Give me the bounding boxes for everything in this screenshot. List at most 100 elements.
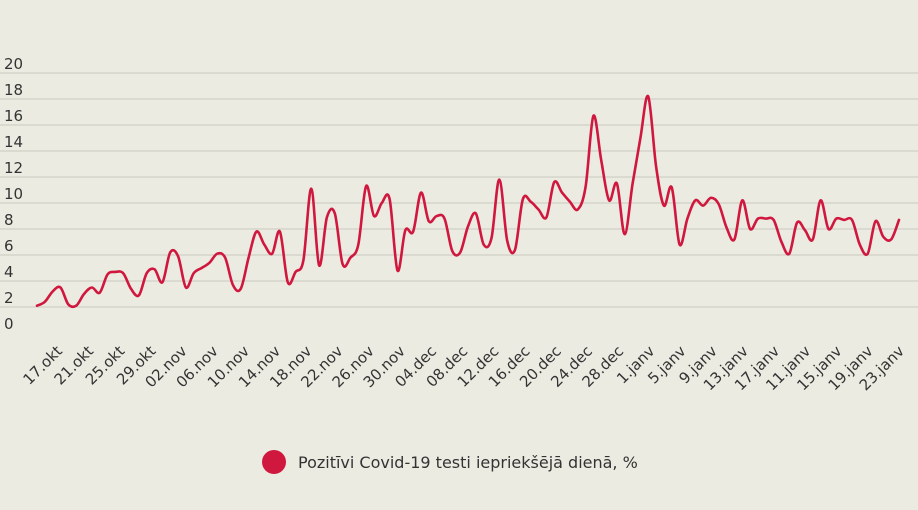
data-point xyxy=(223,256,227,260)
data-point xyxy=(873,219,877,223)
data-point xyxy=(654,165,658,169)
data-point xyxy=(301,258,305,262)
data-point xyxy=(646,94,650,98)
series-layer xyxy=(35,94,901,309)
data-point xyxy=(145,271,149,275)
data-point xyxy=(576,208,580,212)
data-point xyxy=(215,252,219,256)
y-tick-label: 4 xyxy=(4,263,14,281)
y-tick-label: 2 xyxy=(4,289,14,307)
data-point xyxy=(51,289,55,293)
y-tick-label: 8 xyxy=(4,211,14,229)
data-point xyxy=(544,215,548,219)
data-point xyxy=(254,230,258,234)
data-point xyxy=(693,198,697,202)
data-point xyxy=(286,280,290,284)
data-point xyxy=(294,270,298,274)
y-tick-label: 0 xyxy=(4,315,14,333)
data-point xyxy=(419,191,423,195)
data-point xyxy=(599,158,603,162)
data-point xyxy=(66,302,70,306)
x-axis-ticks: 17.okt21.okt25.okt29.okt02.nov06.nov10.n… xyxy=(19,342,907,394)
data-point xyxy=(615,182,619,186)
data-point xyxy=(740,198,744,202)
legend-circle-marker-icon xyxy=(262,450,286,474)
data-point xyxy=(513,248,517,252)
data-point xyxy=(458,250,462,254)
data-point xyxy=(106,273,110,277)
data-point xyxy=(584,185,588,189)
data-point xyxy=(889,237,893,241)
data-point xyxy=(717,202,721,206)
data-point xyxy=(129,287,133,291)
data-point xyxy=(858,243,862,247)
data-point xyxy=(59,286,63,290)
data-point xyxy=(372,214,376,218)
y-tick-label: 18 xyxy=(4,81,23,99)
data-point xyxy=(866,252,870,256)
data-point xyxy=(153,267,157,271)
data-point xyxy=(247,256,251,260)
y-tick-label: 6 xyxy=(4,237,14,255)
data-point xyxy=(631,182,635,186)
data-point xyxy=(490,236,494,240)
data-point xyxy=(450,249,454,253)
data-point xyxy=(262,243,266,247)
data-point xyxy=(772,218,776,222)
data-point xyxy=(121,271,125,275)
data-point xyxy=(74,304,78,308)
grid-lines xyxy=(0,72,918,308)
data-point xyxy=(638,136,642,140)
data-point xyxy=(623,232,627,236)
data-point xyxy=(341,262,345,266)
data-point xyxy=(239,287,243,291)
data-point xyxy=(811,237,815,241)
data-point xyxy=(497,178,501,182)
data-point xyxy=(897,218,901,222)
data-point xyxy=(826,227,830,231)
data-point xyxy=(505,239,509,243)
data-point xyxy=(725,226,729,230)
data-point xyxy=(591,114,595,118)
data-point xyxy=(395,269,399,273)
data-point xyxy=(442,217,446,221)
data-point xyxy=(474,211,478,215)
data-point xyxy=(529,200,533,204)
data-point xyxy=(200,266,204,270)
legend-label: Pozitīvi Covid-19 testi iepriekšējā dien… xyxy=(298,452,638,472)
data-point xyxy=(834,217,838,221)
y-tick-label: 12 xyxy=(4,159,23,177)
data-point xyxy=(466,224,470,228)
data-point xyxy=(662,204,666,208)
data-point xyxy=(278,230,282,234)
data-point xyxy=(317,263,321,267)
data-point xyxy=(270,252,274,256)
data-point xyxy=(552,180,556,184)
data-point xyxy=(90,286,94,290)
data-point xyxy=(748,227,752,231)
data-point xyxy=(388,197,392,201)
legend: Pozitīvi Covid-19 testi iepriekšējā dien… xyxy=(262,450,638,474)
data-point xyxy=(348,256,352,260)
data-point xyxy=(701,204,705,208)
data-point xyxy=(850,218,854,222)
y-tick-label: 10 xyxy=(4,185,23,203)
data-point xyxy=(560,191,564,195)
data-point xyxy=(356,243,360,247)
data-point xyxy=(380,201,384,205)
data-point xyxy=(842,218,846,222)
data-point xyxy=(881,235,885,239)
data-point xyxy=(803,228,807,232)
data-point xyxy=(756,217,760,221)
y-axis-ticks: 0 2 4 6 8 10 12 14 16 18 20 xyxy=(4,55,23,333)
y-tick-label: 20 xyxy=(4,55,23,73)
data-point xyxy=(176,254,180,258)
y-tick-label: 16 xyxy=(4,107,23,125)
data-point xyxy=(160,280,164,284)
data-point xyxy=(537,208,541,212)
data-point xyxy=(795,221,799,225)
series-line xyxy=(35,94,901,309)
data-point xyxy=(207,261,211,265)
